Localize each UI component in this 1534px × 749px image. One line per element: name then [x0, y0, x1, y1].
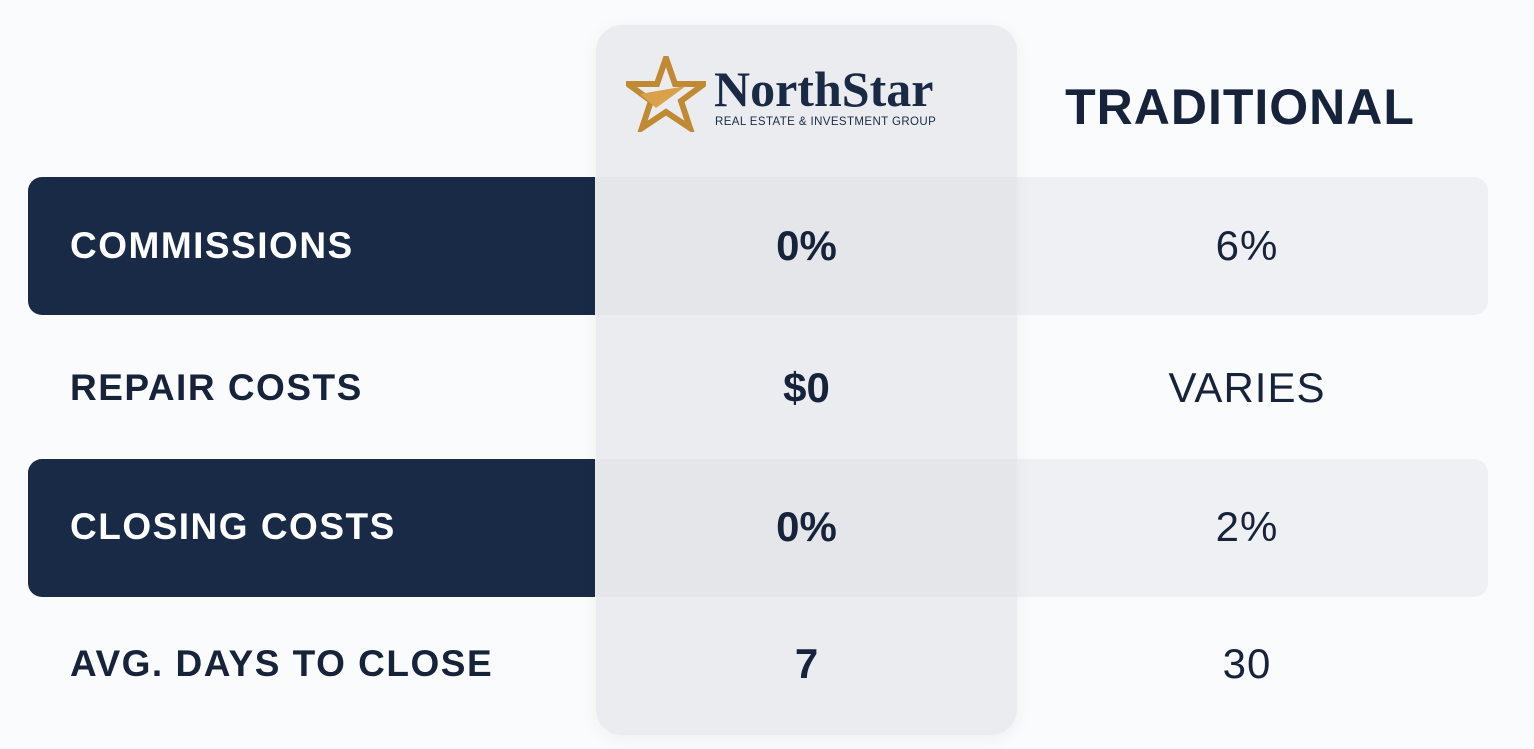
traditional-value: 30	[1222, 640, 1272, 687]
traditional-value: 6%	[1215, 222, 1279, 269]
northstar-column	[596, 25, 1017, 735]
row-label: AVG. DAYS TO CLOSE	[70, 643, 494, 684]
row-label: COMMISSIONS	[70, 225, 354, 266]
northstar-value: 0%	[776, 222, 837, 269]
traditional-value: 2%	[1215, 503, 1279, 550]
traditional-header: TRADITIONAL	[1065, 79, 1415, 135]
brand-name: NorthStar	[714, 61, 934, 117]
traditional-value: VARIES	[1168, 364, 1326, 411]
logo-star	[626, 56, 706, 132]
row-label: CLOSING COSTS	[70, 506, 396, 547]
northstar-value: 7	[794, 640, 819, 687]
northstar-value: 0%	[776, 503, 837, 550]
label-cell	[28, 459, 595, 597]
brand-tagline: REAL ESTATE & INVESTMENT GROUP	[715, 116, 937, 128]
label-cell	[28, 177, 595, 315]
northstar-value: $0	[783, 364, 830, 411]
row-label: REPAIR COSTS	[70, 367, 363, 408]
